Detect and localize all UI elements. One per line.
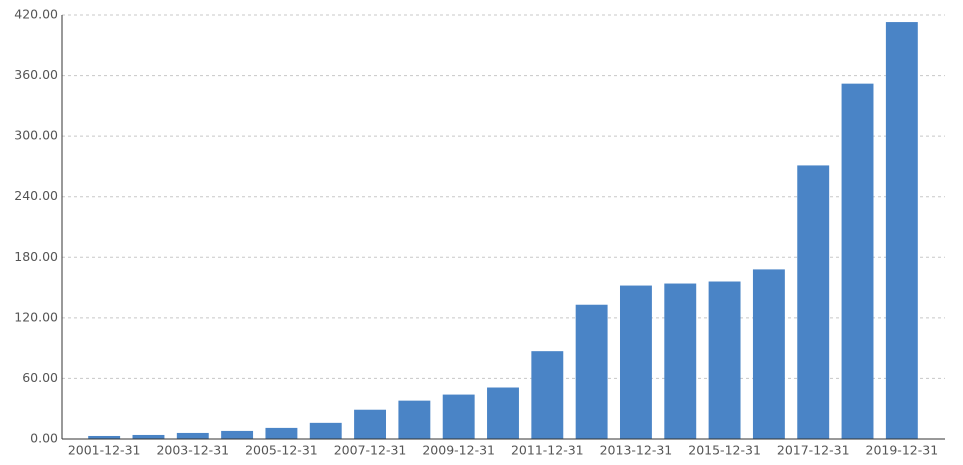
y-tick-label: 60.00 [22,370,58,385]
bar [221,430,254,439]
y-tick-label: 240.00 [14,188,58,203]
x-tick-label: 2003-12-31 [156,443,229,458]
bar [885,22,918,440]
bar [354,409,387,439]
y-tick-label: 300.00 [14,128,58,143]
bar [487,387,519,439]
x-tick-label: 2005-12-31 [245,443,318,458]
bar [619,285,652,439]
x-tick-label: 2007-12-31 [334,443,407,458]
x-tick-label: 2001-12-31 [68,443,141,458]
bar [664,283,697,439]
y-tick-label: 420.00 [14,7,58,22]
bar [132,434,165,439]
bar [531,351,564,439]
bar [309,422,342,439]
y-tick-label: 180.00 [14,249,58,264]
x-tick-label: 2013-12-31 [600,443,673,458]
x-tick-label: 2009-12-31 [422,443,495,458]
bar [176,432,209,439]
bar [398,400,431,439]
x-tick-label: 2011-12-31 [511,443,584,458]
bar [265,427,298,439]
bar [708,281,741,439]
bar [442,394,475,439]
y-tick-label: 120.00 [14,309,58,324]
bar [575,304,608,439]
x-tick-label: 2017-12-31 [777,443,850,458]
x-tick-label: 2015-12-31 [688,443,761,458]
x-tick-label: 2019-12-31 [866,443,939,458]
y-tick-label: 0.00 [30,431,58,446]
y-tick-label: 360.00 [14,67,58,82]
bar [88,435,121,439]
bar [797,165,830,439]
bar [841,83,874,440]
bar [752,269,785,439]
